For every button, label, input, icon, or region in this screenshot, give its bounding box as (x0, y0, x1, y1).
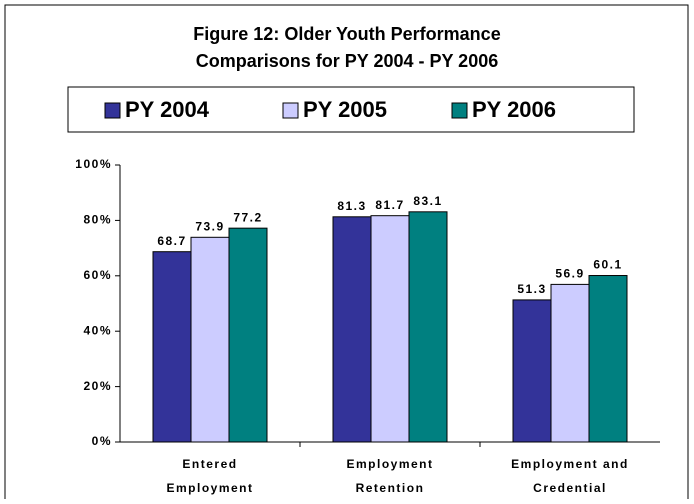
legend-label: PY 2006 (472, 97, 556, 122)
data-label: 60.1 (593, 258, 622, 272)
y-tick-label: 80% (83, 213, 112, 227)
data-label: 51.3 (517, 282, 546, 296)
bar (408, 211, 448, 443)
legend-box (67, 86, 635, 133)
data-label: 68.7 (157, 234, 186, 248)
data-label: 81.3 (337, 199, 366, 213)
y-tick-label: 40% (83, 323, 112, 337)
bar (332, 216, 372, 443)
bar (550, 283, 590, 443)
data-label: 56.9 (555, 267, 584, 281)
y-tick-label: 0% (92, 434, 112, 448)
bar (588, 275, 628, 443)
y-tick-label: 100% (75, 157, 112, 171)
bar (190, 236, 230, 443)
legend-label: PY 2004 (125, 97, 210, 122)
y-tick-label: 60% (83, 268, 112, 282)
chart-title: Comparisons for PY 2004 - PY 2006 (196, 51, 498, 71)
bar (512, 299, 552, 443)
bar (152, 251, 192, 443)
y-tick-label: 20% (83, 379, 112, 393)
x-tick-label: Entered Employment (166, 457, 254, 495)
x-tick-label: Employment Retention (346, 457, 434, 495)
legend-swatch (451, 102, 468, 119)
bar (228, 227, 268, 443)
data-label: 83.1 (413, 194, 442, 208)
bar (370, 215, 410, 443)
data-label: 81.7 (375, 198, 404, 212)
data-label: 77.2 (233, 210, 262, 224)
legend-swatch (282, 102, 299, 119)
chart-title: Figure 12: Older Youth Performance (193, 24, 500, 44)
x-tick-label: Employment and Credential (511, 457, 629, 495)
data-label: 73.9 (195, 219, 224, 233)
legend-swatch (104, 102, 121, 119)
legend-label: PY 2005 (303, 97, 387, 122)
